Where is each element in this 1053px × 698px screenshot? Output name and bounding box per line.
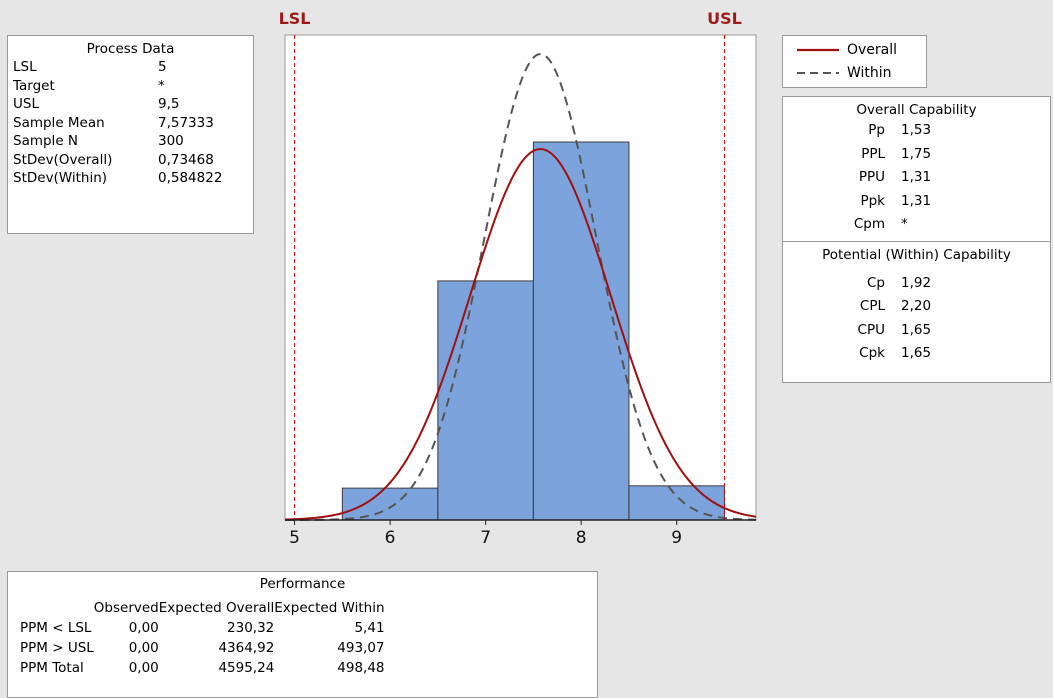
overall-capability-value: * xyxy=(901,216,908,232)
overall-capability-label: PPL xyxy=(861,145,885,162)
process-data-row: Sample N 300 xyxy=(8,132,253,151)
x-tick-label: 5 xyxy=(289,528,300,548)
process-data-value: 9,5 xyxy=(158,96,180,112)
overall-capability-label: Ppk xyxy=(860,192,885,209)
performance-row: PPM < LSL 0,00 230,32 5,41 xyxy=(8,618,385,638)
process-data-value: 0,584822 xyxy=(158,170,223,186)
performance-observed-value: 0,00 xyxy=(128,640,159,656)
performance-row-label: PPM > USL xyxy=(20,640,94,656)
potential-capability-row: CPU 1,65 xyxy=(783,319,1050,343)
performance-expected-within-value: 498,48 xyxy=(337,660,385,676)
x-tick-label: 8 xyxy=(576,528,587,548)
performance-box: Performance Observed Expected Overall Ex… xyxy=(7,571,598,698)
x-tick-label: 9 xyxy=(671,528,682,548)
capability-box: Overall Capability Pp 1,53 PPL 1,75 PPU 1,31 P… xyxy=(782,96,1051,383)
spec-label-usl: USL xyxy=(707,9,742,28)
process-data-label: USL xyxy=(13,96,39,112)
overall-capability-row: PPL 1,75 xyxy=(783,143,1050,167)
overall-capability-value: 1,31 xyxy=(901,192,932,209)
legend-within-label: Within xyxy=(847,64,892,81)
overall-capability-row: Cpm * xyxy=(783,213,1050,237)
overall-capability-value: 1,53 xyxy=(901,122,932,138)
process-data-row: Target * xyxy=(8,77,253,96)
potential-capability-value: 1,65 xyxy=(901,345,932,361)
performance-row-label: PPM Total xyxy=(20,660,84,676)
curve-overall xyxy=(284,148,757,521)
performance-observed-value: 0,00 xyxy=(128,620,159,636)
process-data-title: Process Data xyxy=(86,41,175,57)
process-data-label: StDev(Within) xyxy=(13,170,108,186)
overall-capability-value: 1,75 xyxy=(901,145,932,162)
process-data-label: Sample N xyxy=(13,133,79,149)
histogram-bar xyxy=(341,487,439,521)
potential-capability-label: CPL xyxy=(859,298,885,314)
performance-expected-overall-value: 4595,24 xyxy=(218,660,275,676)
legend-item-within: Within xyxy=(783,61,926,84)
overall-capability-label: Cpm xyxy=(853,216,885,232)
capability-separator xyxy=(783,240,1050,242)
process-data-value: 5 xyxy=(158,59,167,75)
process-data-label: Target xyxy=(13,77,55,94)
process-data-label: StDev(Overall) xyxy=(13,151,113,168)
histogram-bar xyxy=(532,141,630,521)
process-data-row: Sample Mean 7,57333 xyxy=(8,114,253,133)
process-data-value: 300 xyxy=(158,133,184,149)
legend: Overall Within xyxy=(782,35,927,88)
performance-col-expected-overall: Expected Overall xyxy=(158,600,275,616)
potential-capability-label: Cpk xyxy=(859,345,885,361)
performance-col-expected-within: Expected Within xyxy=(274,600,385,616)
potential-capability-value: 1,92 xyxy=(901,274,932,291)
performance-table: Observed Expected Overall Expected Withi… xyxy=(8,598,385,678)
potential-capability-row: Cp 1,92 xyxy=(783,272,1050,296)
potential-capability-title: Potential (Within) Capability xyxy=(822,246,1011,263)
potential-capability-label: Cp xyxy=(867,274,885,291)
potential-capability-label: CPU xyxy=(857,321,885,338)
performance-title: Performance xyxy=(259,576,346,592)
performance-expected-within-value: 5,41 xyxy=(354,620,385,636)
overall-capability-label: PPU xyxy=(858,169,885,185)
performance-row: PPM > USL 0,00 4364,92 493,07 xyxy=(8,638,385,658)
spec-label-lsl: LSL xyxy=(279,9,311,28)
process-data-row: USL 9,5 xyxy=(8,95,253,114)
performance-col-blank xyxy=(8,598,94,618)
overall-capability-value: 1,31 xyxy=(901,169,932,185)
x-tick-label: 7 xyxy=(480,528,491,548)
potential-capability-row: Cpk 1,65 xyxy=(783,342,1050,366)
legend-item-overall: Overall xyxy=(783,38,926,61)
overall-capability-row: Ppk 1,31 xyxy=(783,190,1050,214)
performance-row: PPM Total 0,00 4595,24 498,48 xyxy=(8,658,385,678)
process-data-row: StDev(Within) 0,584822 xyxy=(8,169,253,188)
process-data-row: LSL 5 xyxy=(8,58,253,77)
process-data-label: Sample Mean xyxy=(13,114,105,131)
histogram-bar xyxy=(437,280,534,521)
process-data-value: 0,73468 xyxy=(158,151,214,168)
potential-capability-value: 1,65 xyxy=(901,321,932,338)
performance-col-observed: Observed xyxy=(93,600,159,616)
process-data-value: 7,57333 xyxy=(158,114,214,131)
performance-expected-overall-value: 230,32 xyxy=(227,620,275,636)
process-data-label: LSL xyxy=(13,59,37,75)
performance-expected-overall-value: 4364,92 xyxy=(218,640,275,656)
performance-row-label: PPM < LSL xyxy=(20,620,92,636)
process-data-row: StDev(Overall) 0,73468 xyxy=(8,151,253,170)
performance-expected-within-value: 493,07 xyxy=(337,640,385,656)
potential-capability-value: 2,20 xyxy=(901,298,932,314)
potential-capability-row: CPL 2,20 xyxy=(783,295,1050,319)
overall-capability-row: Pp 1,53 xyxy=(783,119,1050,143)
curve-within xyxy=(284,53,757,521)
performance-observed-value: 0,00 xyxy=(128,660,159,676)
overall-capability-row: PPU 1,31 xyxy=(783,166,1050,190)
overall-capability-title: Overall Capability xyxy=(856,102,977,118)
x-tick-label: 6 xyxy=(385,528,396,548)
legend-overall-label: Overall xyxy=(847,41,898,58)
overall-capability-label: Pp xyxy=(868,122,885,138)
process-data-value: * xyxy=(158,77,165,94)
performance-header-row: Observed Expected Overall Expected Withi… xyxy=(8,598,385,618)
process-data-box: Process Data LSL 5 Target * USL 9,5 Sample Mea… xyxy=(7,35,254,234)
